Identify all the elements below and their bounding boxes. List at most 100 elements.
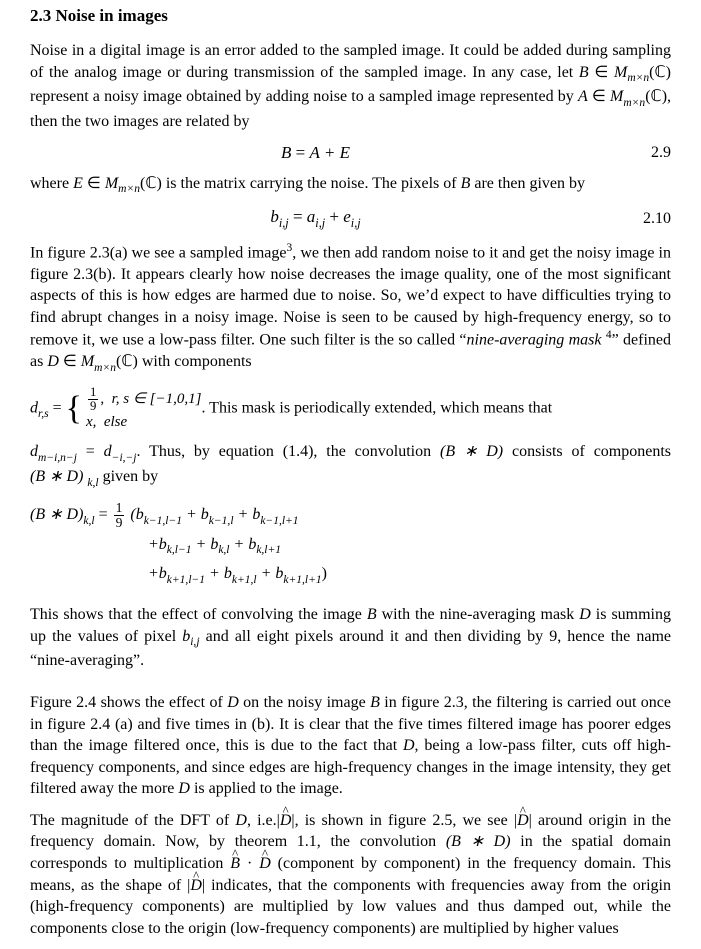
- eq-sub: i,j: [279, 216, 289, 230]
- sym-B: B: [579, 64, 589, 81]
- term-sub: k−1,l+1: [260, 515, 298, 527]
- term-sub: k+1,l+1: [283, 574, 321, 586]
- text: represent a noisy image obtained by addi…: [30, 88, 578, 105]
- paragraph-figure23: In figure 2.3(a) we see a sampled image3…: [30, 241, 671, 376]
- text: given by: [99, 468, 159, 485]
- sym-C: (ℂ): [649, 64, 671, 81]
- sym-M: M: [105, 175, 118, 192]
- text: is applied to the image.: [190, 780, 343, 797]
- eq-number: 2.9: [601, 144, 671, 162]
- sym-E: E: [73, 175, 83, 192]
- sym-D: D: [178, 780, 190, 797]
- sym-in: ∈: [83, 175, 105, 192]
- term: +b: [148, 565, 167, 582]
- text: Noise in a digital image is an error add…: [30, 42, 671, 81]
- sym-M: M: [610, 88, 623, 105]
- sym-in: ∈: [589, 64, 614, 81]
- cases-brace: { 1 9 , r, s ∈ [−1,0,1] x, else: [66, 386, 202, 431]
- term-sub: k,l+1: [256, 544, 281, 556]
- term: + b: [238, 506, 261, 523]
- sym-D-hat: D: [280, 810, 292, 832]
- eq-b: b: [270, 207, 279, 226]
- sym-mxn: m×n: [94, 362, 116, 374]
- sym-in: ∈: [59, 353, 81, 370]
- term-sub: k,l−1: [167, 544, 192, 556]
- frac-num: 1: [88, 386, 98, 399]
- conv-lhs: (B ∗ D): [30, 506, 83, 523]
- sym-M: M: [614, 64, 627, 81]
- sym-C: (ℂ): [140, 175, 162, 192]
- conv-BD: (B ∗ D): [30, 468, 83, 485]
- term: + b: [186, 506, 209, 523]
- text: The magnitude of the DFT of: [30, 812, 235, 829]
- eq-number: 2.10: [601, 210, 671, 228]
- sym-C: (ℂ): [116, 353, 138, 370]
- sym-B: B: [370, 694, 380, 711]
- sym-D: D: [403, 737, 415, 754]
- sym-D: D: [579, 606, 591, 623]
- text: Figure 2.4 shows the effect of: [30, 694, 227, 711]
- term-sub: k−1,l: [209, 515, 234, 527]
- term-sub: k,l: [218, 544, 229, 556]
- sym-B: B: [461, 175, 471, 192]
- frac-1-9: 1 9: [114, 501, 125, 529]
- sym-B-hat: B: [230, 853, 240, 875]
- text-italic: nine-averaging mask: [467, 332, 606, 349]
- term-end: ): [322, 565, 327, 582]
- eq-lhs: B: [281, 143, 291, 162]
- b-ij-sub: i,j: [190, 636, 199, 648]
- cases-val-2: x,: [86, 414, 96, 430]
- paragraph-periodic: dm−i,n−j = d−i,−j. Thus, by equation (1.…: [30, 441, 671, 490]
- d-rs: d: [30, 399, 38, 416]
- term: + b: [196, 536, 219, 553]
- section-title: 2.3 Noise in images: [30, 6, 671, 26]
- frac-num: 1: [114, 501, 125, 515]
- text: where: [30, 175, 73, 192]
- eq-e: e: [343, 207, 351, 226]
- text: , is shown in figure 2.5, we see: [295, 812, 514, 829]
- paragraph-where: where E ∈ Mm×n(ℂ) is the matrix carrying…: [30, 173, 671, 198]
- paragraph-effect: This shows that the effect of convolving…: [30, 604, 671, 672]
- paragraph-figure24: Figure 2.4 shows the effect of D on the …: [30, 692, 671, 800]
- sym-mxn: m×n: [627, 72, 649, 84]
- text: In figure 2.3(a) we see a sampled image: [30, 244, 286, 261]
- sym-D-hat: D: [190, 875, 202, 897]
- sym-D: D: [47, 353, 59, 370]
- text: is the matrix carrying the noise. The pi…: [166, 175, 461, 192]
- text: with the nine-averaging mask: [377, 606, 580, 623]
- spacer: [30, 682, 671, 692]
- term-sub: k−1,l−1: [144, 515, 182, 527]
- sym-M: M: [81, 353, 94, 370]
- conv-kl: k,l: [87, 477, 98, 489]
- sym-D-hat: D: [517, 810, 529, 832]
- sym-D-hat: D: [259, 853, 271, 875]
- text: with components: [138, 353, 252, 370]
- text: consists of components: [503, 443, 671, 460]
- eq-sub: i,j: [351, 216, 361, 230]
- sym-A: A: [578, 88, 588, 105]
- text: are then given by: [474, 175, 585, 192]
- sym-mxn: m×n: [623, 97, 645, 109]
- paragraph-intro: Noise in a digital image is an error add…: [30, 40, 671, 133]
- term: + b: [261, 565, 284, 582]
- d-rs-sub: r,s: [38, 408, 49, 420]
- page: 2.3 Noise in images Noise in a digital i…: [0, 6, 701, 949]
- text: . Thus, by equation (1.4), the convoluti…: [137, 443, 440, 460]
- frac-den: 9: [88, 399, 98, 413]
- text: This shows that the effect of convolving…: [30, 606, 367, 623]
- eq-sub: i,j: [315, 216, 325, 230]
- sym-D: D: [235, 812, 247, 829]
- equation-2-10: bi,j = ai,j + ei,j 2.10: [30, 207, 671, 230]
- sym-mxn: m×n: [118, 183, 140, 195]
- term-sub: k+1,l−1: [167, 574, 205, 586]
- term: + b: [209, 565, 232, 582]
- text: on the noisy image: [239, 694, 370, 711]
- d-rhs-sub: −i,−j: [112, 452, 137, 464]
- term-sub: k+1,l: [232, 574, 257, 586]
- conv-BD: (B ∗ D): [440, 443, 503, 460]
- term: + b: [234, 536, 257, 553]
- term: (b: [130, 506, 143, 523]
- sym-D: D: [227, 694, 239, 711]
- term: +b: [148, 536, 167, 553]
- d-rhs: d: [104, 443, 112, 460]
